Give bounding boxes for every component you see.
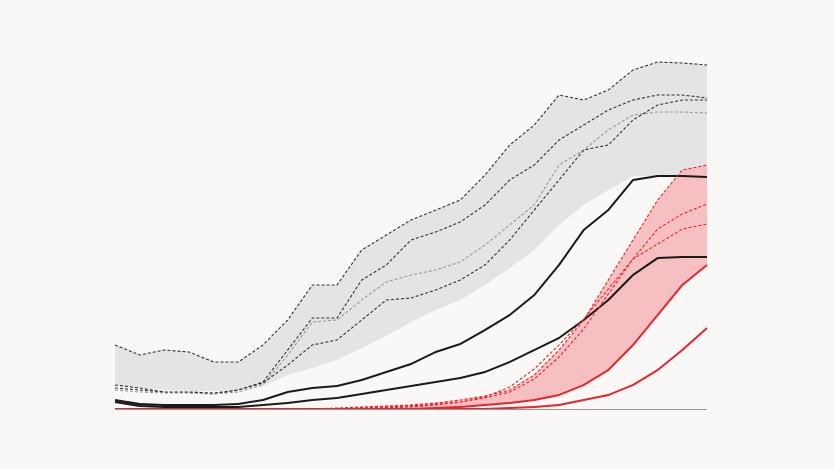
- series-line: [114, 61, 708, 363]
- series-line: [114, 256, 707, 408]
- series-line: [115, 164, 708, 410]
- series-line: [114, 111, 708, 395]
- band: [115, 62, 707, 391]
- series-line: [115, 203, 708, 410]
- series-line: [114, 99, 707, 394]
- series-line: [115, 223, 708, 410]
- series-line: [114, 175, 708, 406]
- bands: [115, 62, 707, 409]
